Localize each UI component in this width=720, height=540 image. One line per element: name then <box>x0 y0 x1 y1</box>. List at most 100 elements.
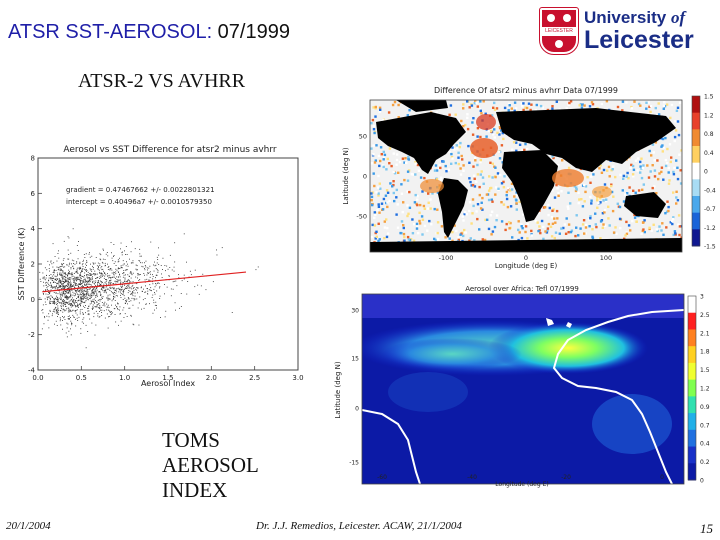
scatter-point <box>47 282 49 284</box>
scatter-point <box>62 300 64 302</box>
scatter-point <box>114 280 116 282</box>
scatter-point <box>81 283 83 285</box>
scatter-point <box>111 272 113 274</box>
scatter-point <box>51 301 53 302</box>
scatter-point <box>74 263 76 265</box>
scatter-point <box>80 277 81 279</box>
scatter-point <box>79 263 81 265</box>
scatter-point <box>82 291 84 293</box>
scatter-point <box>130 271 131 273</box>
scatter-plot-panel: Aerosol vs SST Difference for atsr2 minu… <box>0 140 320 390</box>
scatter-point <box>109 280 111 282</box>
scatter-point <box>88 284 90 285</box>
scatter-point <box>69 279 71 280</box>
scatter-point <box>44 316 45 317</box>
scatter-point <box>60 279 62 281</box>
scatter-point <box>70 295 72 297</box>
scatter-point <box>75 285 77 286</box>
scatter-point <box>109 282 111 284</box>
scatter-point <box>57 303 58 305</box>
scatter-point <box>91 294 93 296</box>
scatter-point <box>79 303 80 305</box>
scatter-point <box>73 302 74 304</box>
scatter-point <box>155 301 157 303</box>
scatter-point <box>55 302 57 304</box>
scatter-point <box>80 275 82 277</box>
scatter-point <box>90 273 92 275</box>
scatter-point <box>77 300 79 302</box>
scatter-point <box>89 277 91 278</box>
scatter-point <box>91 277 93 279</box>
scatter-point <box>65 304 66 305</box>
scatter-point <box>152 276 154 277</box>
scatter-point <box>109 280 111 281</box>
scatter-point <box>82 276 83 277</box>
scatter-point <box>72 297 73 299</box>
scatter-point <box>166 286 168 288</box>
scatter-point <box>64 285 66 287</box>
scatter-point <box>90 274 91 276</box>
scatter-point <box>104 305 106 307</box>
scatter-point <box>98 280 100 282</box>
scatter-point <box>83 302 85 303</box>
scatter-point <box>85 305 86 306</box>
scatter-point <box>79 290 80 291</box>
comparison-subtitle: ATSR-2 VS AVHRR <box>78 70 246 92</box>
scatter-point <box>157 259 159 260</box>
scatter-point <box>67 288 69 289</box>
scatter-point <box>54 303 56 305</box>
scatter-point <box>82 301 84 303</box>
scatter-point <box>109 311 111 313</box>
scatter-point <box>76 278 78 280</box>
scatter-point <box>56 285 57 287</box>
scatter-point <box>58 290 60 292</box>
scatter-point <box>92 278 93 280</box>
scatter-point <box>73 280 75 282</box>
scatter-point <box>138 324 140 326</box>
scatter-point <box>79 274 81 276</box>
scatter-point <box>67 286 68 287</box>
scatter-point <box>67 307 69 309</box>
scatter-point <box>132 295 134 297</box>
scatter-point <box>82 286 84 287</box>
scatter-point <box>145 266 147 268</box>
scatter-point <box>111 287 113 289</box>
scatter-point <box>173 280 175 282</box>
scatter-point <box>66 274 68 276</box>
scatter-point <box>98 265 99 267</box>
scatter-point <box>142 299 144 301</box>
scatter-point <box>91 322 93 324</box>
scatter-point <box>58 286 60 288</box>
scatter-point <box>77 304 79 306</box>
scatter-point <box>115 292 117 294</box>
scatter-point <box>75 294 76 296</box>
scatter-point <box>136 289 138 291</box>
scatter-point <box>97 300 99 301</box>
scatter-point <box>70 328 71 330</box>
scatter-point <box>153 264 154 266</box>
scatter-point <box>59 320 61 322</box>
aerosol-y-tick-label: 30 <box>351 308 359 315</box>
scatter-point <box>57 279 58 280</box>
scatter-point <box>127 303 128 305</box>
scatter-point <box>99 291 100 292</box>
scatter-point <box>87 293 89 295</box>
scatter-point <box>146 278 148 280</box>
aerosol-colorbar-label: 0.4 <box>700 441 710 448</box>
scatter-point <box>113 283 115 285</box>
scatter-point <box>134 248 136 250</box>
scatter-point <box>65 290 67 292</box>
y-tick-label: 0 <box>31 296 35 304</box>
africa-coastline <box>552 309 684 484</box>
scatter-point <box>92 289 94 291</box>
scatter-point <box>127 297 129 298</box>
scatter-point <box>114 300 116 301</box>
aerosol-x-tick-label: -60 <box>377 474 387 481</box>
aerosol-map-title: Aerosol over Africa: Tefl 07/1999 <box>465 285 579 293</box>
scatter-point <box>83 295 85 297</box>
scatter-point <box>154 286 156 288</box>
scatter-point <box>85 281 87 283</box>
scatter-point <box>58 284 60 286</box>
scatter-point <box>65 305 66 307</box>
